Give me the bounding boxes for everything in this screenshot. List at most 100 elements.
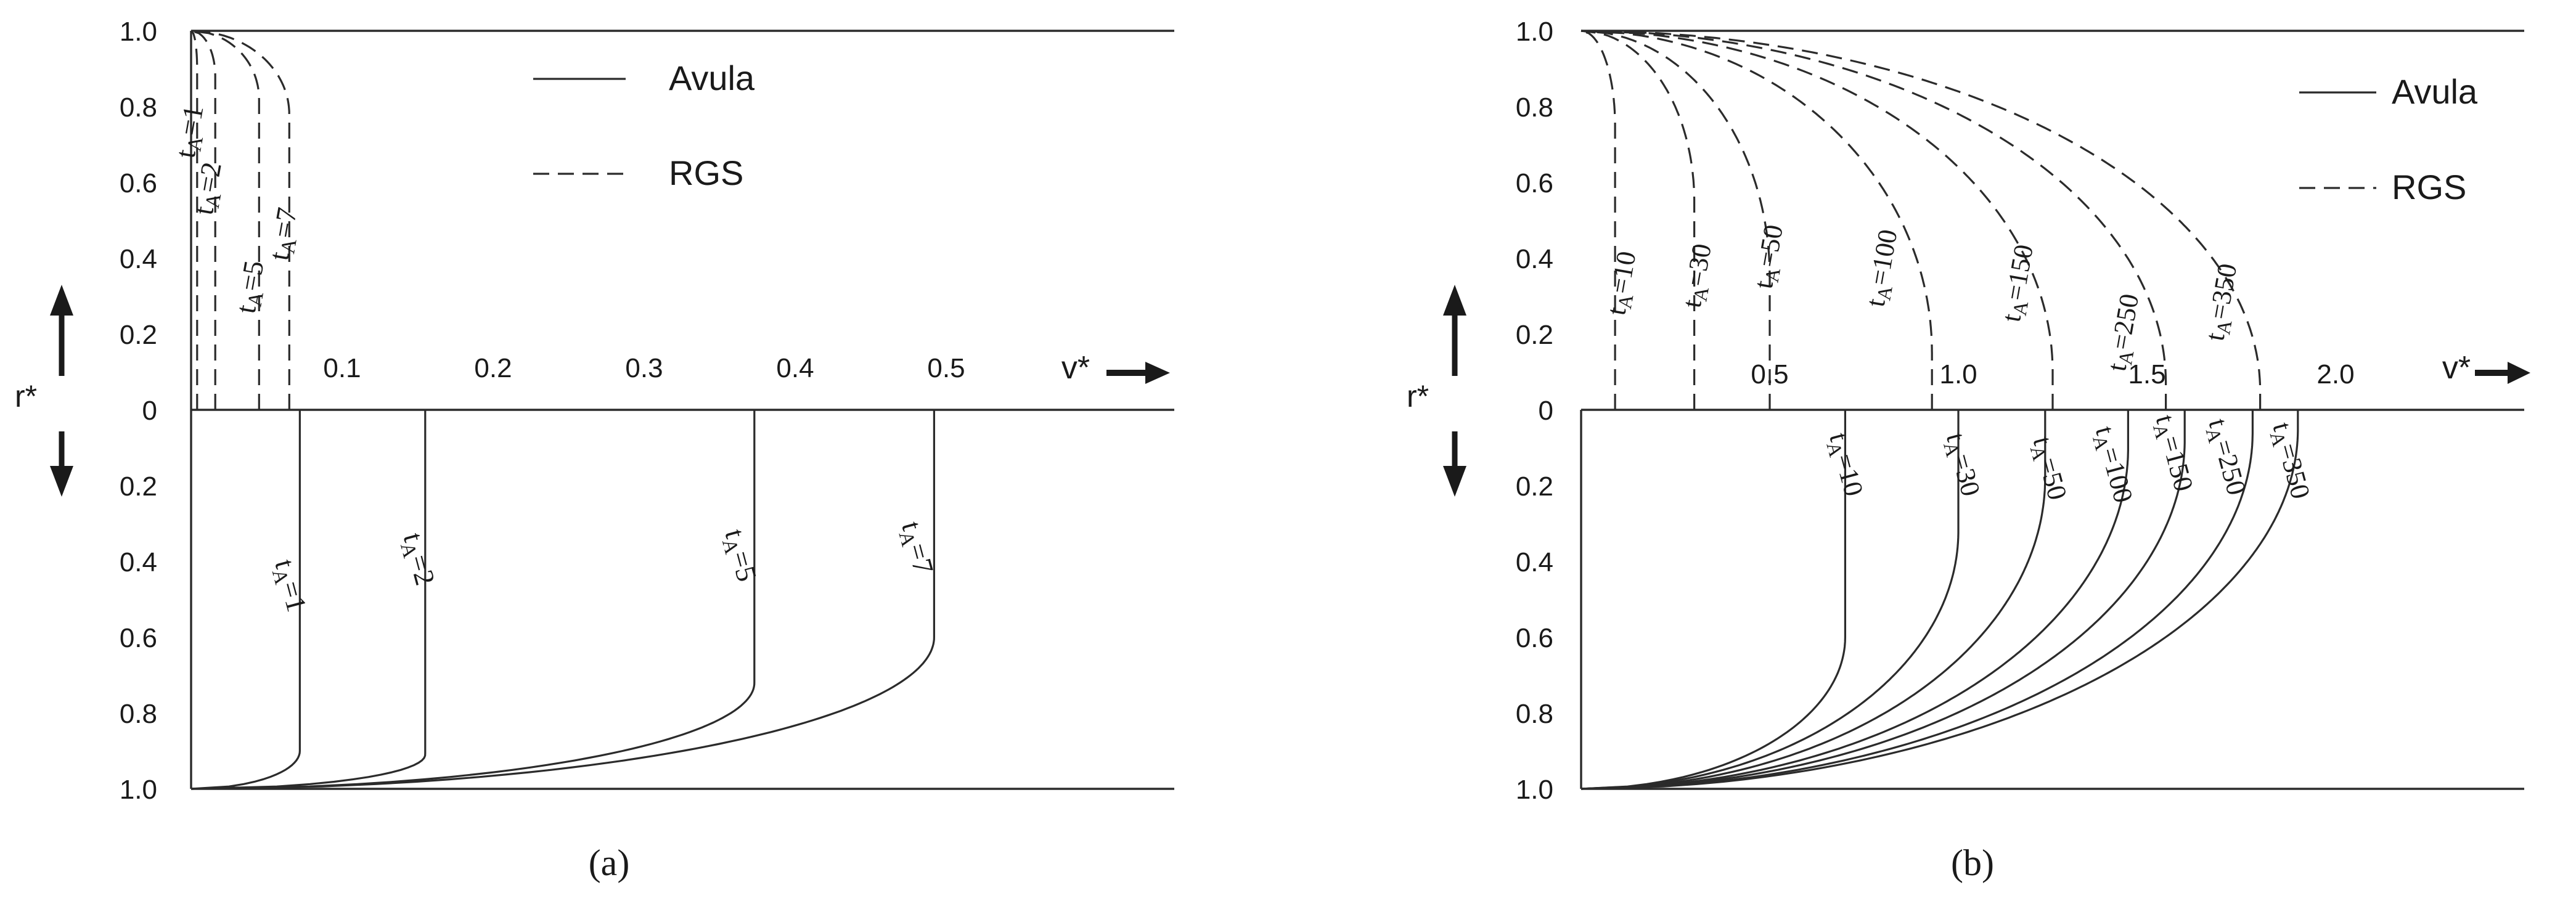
legend-label-rgs: RGS: [669, 153, 743, 192]
r-axis-label-a: r*: [15, 285, 73, 497]
velocity-profile-bottom-tA-2: [190, 410, 427, 790]
y-tick-label: 0.8: [120, 699, 157, 729]
y-tick-label: 0.6: [1516, 168, 1553, 198]
y-tick-label: 0: [1539, 396, 1553, 426]
velocity-profile-bottom-tA-50: [1580, 410, 2046, 790]
y-tick-label: 0.6: [1516, 623, 1553, 653]
velocity-profile-bottom-tA-350: [1580, 410, 2299, 790]
v-axis-label-b: v*: [2442, 350, 2530, 386]
velocity-profile-bottom-tA-30: [1580, 410, 1960, 790]
x-tick-label: 0.4: [776, 353, 814, 383]
velocity-profile-top-tA-1: [190, 30, 198, 410]
velocity-profile-top-tA-5: [190, 30, 260, 410]
x-tick-label: 0.5: [927, 353, 965, 383]
arrow-down-icon: [1443, 466, 1466, 497]
v-star-label: v*: [2442, 350, 2471, 386]
curve-label: tA=7: [892, 518, 939, 578]
y-tick-label: 0.8: [120, 92, 157, 123]
r-axis-label-b: r*: [1407, 285, 1466, 497]
y-tick-label: 0: [142, 396, 157, 426]
legend-a: Avula RGS: [533, 59, 755, 192]
velocity-profile-bottom-tA-5: [190, 410, 756, 790]
curve-label: tA=150: [1996, 242, 2042, 325]
curve-label: tA=30: [1937, 430, 1986, 500]
y-tick-labels-b: 1.0 0.8 0.6 0.4 0.2 0 0.2 0.4 0.6 0.8 1.…: [1516, 17, 1553, 805]
curve-label: tA=100: [2087, 423, 2139, 507]
curve-label: tA=1: [265, 556, 313, 616]
x-tick-label: 0.2: [474, 353, 512, 383]
velocity-profile-top-tA-10: [1580, 30, 1616, 410]
velocity-profile-bottom-tA-150: [1580, 410, 2186, 790]
v-star-label: v*: [1061, 350, 1090, 386]
y-tick-label: 1.0: [1516, 775, 1553, 805]
y-tick-label: 0.8: [1516, 92, 1553, 123]
x-tick-label: 0.1: [323, 353, 361, 383]
y-tick-label: 0.4: [120, 547, 157, 577]
curve-label: tA=1: [169, 103, 213, 161]
curve-label: tA=50: [1748, 222, 1792, 292]
x-tick-label: 1.0: [1939, 359, 1977, 389]
velocity-profile-bottom-tA-1: [190, 410, 301, 790]
velocity-profile-top-tA-150: [1580, 30, 2054, 410]
x-tick-label: 1.5: [2128, 359, 2165, 389]
legend-label-avula: Avula: [669, 59, 755, 97]
velocity-profile-bottom-tA-10: [1580, 410, 1846, 790]
y-tick-label: 0.8: [1516, 699, 1553, 729]
panel-label-a: (a): [589, 842, 630, 883]
r-star-label: r*: [15, 379, 37, 414]
legend-label-rgs: RGS: [2392, 168, 2466, 206]
y-tick-label: 0.2: [120, 471, 157, 502]
y-tick-label: 0.4: [1516, 244, 1553, 274]
curves-b: [1580, 30, 2299, 790]
panel-a: 1.0 0.8 0.6 0.4 0.2 0 0.2 0.4 0.6 0.8 1.…: [15, 17, 1174, 883]
y-tick-label: 0.4: [120, 244, 157, 274]
velocity-profile-top-tA-250: [1580, 30, 2167, 410]
y-tick-label: 0.6: [120, 168, 157, 198]
arrow-up-icon: [1443, 285, 1466, 316]
arrow-up-icon: [50, 285, 73, 316]
y-tick-label: 0.2: [1516, 471, 1553, 502]
curve-label: tA=30: [1677, 242, 1720, 311]
curve-label: tA=7: [263, 205, 306, 263]
x-tick-labels-a: 0.1 0.2 0.3 0.4 0.5: [323, 353, 965, 383]
y-tick-label: 0.6: [120, 623, 157, 653]
velocity-profile-top-tA-7: [190, 30, 290, 410]
x-tick-labels-b: 0.5 1.0 1.5 2.0: [1751, 359, 2354, 389]
arrow-right-icon: [1145, 362, 1170, 384]
curve-label: tA=2: [187, 160, 231, 218]
arrow-right-icon: [2508, 362, 2530, 384]
y-tick-label: 1.0: [1516, 17, 1553, 47]
y-tick-label: 1.0: [120, 775, 157, 805]
velocity-profile-top-tA-2: [190, 30, 216, 410]
y-tick-label: 0.2: [1516, 320, 1553, 350]
arrow-down-icon: [50, 466, 73, 497]
x-tick-label: 0.3: [625, 353, 663, 383]
curve-label: tA=150: [2147, 412, 2199, 495]
legend-label-avula: Avula: [2392, 72, 2478, 111]
curve-labels-a: tA=1tA=2tA=5tA=7tA=1tA=2tA=5tA=7: [169, 103, 939, 616]
panel-b: 1.0 0.8 0.6 0.4 0.2 0 0.2 0.4 0.6 0.8 1.…: [1407, 17, 2530, 883]
curve-label: tA=5: [716, 526, 763, 585]
v-axis-label-a: v*: [1061, 350, 1170, 386]
x-tick-label: 2.0: [2316, 359, 2354, 389]
velocity-profile-top-tA-350: [1580, 30, 2262, 410]
panel-label-b: (b): [1951, 842, 1994, 883]
velocity-profile-bottom-tA-100: [1580, 410, 2129, 790]
velocity-profile-top-tA-30: [1580, 30, 1696, 410]
curve-label: tA=10: [1601, 249, 1645, 318]
y-tick-label: 0.4: [1516, 547, 1553, 577]
velocity-profile-bottom-tA-250: [1580, 410, 2254, 790]
velocity-profile-top-tA-50: [1580, 30, 1771, 410]
velocity-profile-bottom-tA-7: [190, 410, 935, 790]
curve-label: tA=250: [2199, 415, 2252, 499]
curve-label: tA=50: [2024, 433, 2073, 504]
velocity-profile-top-tA-100: [1580, 30, 1933, 410]
curve-label: tA=350: [2263, 419, 2316, 503]
curve-label: tA=2: [394, 529, 441, 589]
curve-label: tA=100: [1860, 227, 1906, 310]
y-tick-labels-a: 1.0 0.8 0.6 0.4 0.2 0 0.2 0.4 0.6 0.8 1.…: [120, 17, 157, 805]
legend-b: Avula RGS: [2299, 72, 2478, 206]
curve-label: tA=5: [229, 258, 273, 316]
r-star-label: r*: [1407, 379, 1429, 414]
